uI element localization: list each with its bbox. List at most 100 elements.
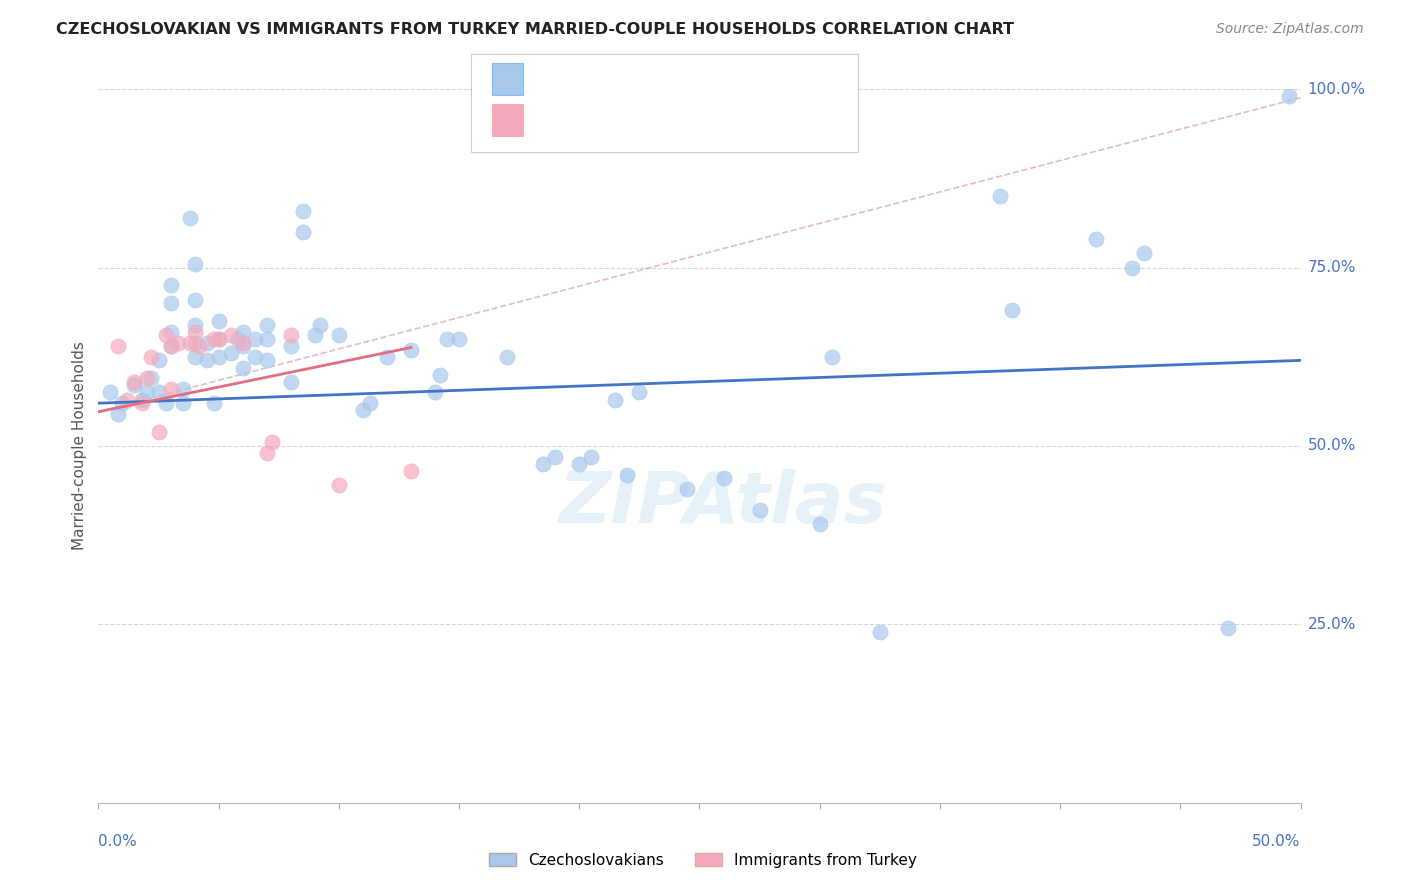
Point (155, 328, 177, 343)
Point (232, 325, 254, 339)
Point (605, 392, 627, 407)
Point (291, 225, 314, 239)
Point (141, 371, 163, 385)
Point (219, 346, 242, 360)
Point (423, 385, 446, 400)
Text: R =: R = (531, 70, 571, 88)
Point (1121, 260, 1143, 275)
Point (226, 332, 249, 346)
Point (183, 335, 205, 350)
Point (1277, 89, 1299, 103)
Point (183, 257, 205, 271)
Point (1218, 621, 1240, 635)
Point (159, 382, 181, 396)
Text: ZIPAtlas: ZIPAtlas (560, 468, 887, 538)
Point (179, 335, 201, 350)
Point (148, 425, 170, 439)
Text: 0.0%: 0.0% (98, 834, 138, 849)
Point (1085, 232, 1108, 246)
Point (135, 371, 157, 385)
Point (256, 446, 278, 460)
Point (124, 378, 146, 392)
Point (131, 396, 153, 410)
Point (352, 403, 374, 417)
Point (429, 368, 451, 382)
Point (208, 314, 231, 328)
Point (141, 350, 163, 364)
Point (256, 353, 278, 368)
Point (243, 350, 266, 364)
Point (375, 350, 398, 364)
Point (1001, 303, 1024, 318)
Point (359, 396, 381, 410)
Point (291, 203, 314, 218)
Point (713, 471, 735, 485)
Point (159, 278, 181, 293)
Point (328, 478, 350, 492)
Point (544, 450, 567, 464)
Point (100, 385, 122, 400)
Point (616, 467, 638, 482)
Point (808, 517, 831, 532)
Point (399, 343, 422, 357)
Point (131, 392, 153, 407)
Point (202, 332, 225, 346)
Legend: Czechoslovakians, Immigrants from Turkey: Czechoslovakians, Immigrants from Turkey (481, 845, 925, 875)
Point (399, 464, 422, 478)
Text: Source: ZipAtlas.com: Source: ZipAtlas.com (1216, 22, 1364, 37)
Point (183, 325, 205, 339)
Point (280, 339, 302, 353)
Text: N =: N = (675, 112, 714, 129)
Point (232, 339, 254, 353)
Point (135, 385, 157, 400)
Point (581, 450, 603, 464)
Text: R =: R = (531, 112, 571, 129)
Point (148, 385, 170, 400)
Point (260, 435, 283, 450)
Point (328, 328, 350, 343)
Point (531, 457, 554, 471)
Point (869, 624, 891, 639)
Point (208, 332, 231, 346)
Point (183, 293, 205, 307)
Point (280, 328, 302, 343)
Point (107, 339, 129, 353)
Text: CZECHOSLOVAKIAN VS IMMIGRANTS FROM TURKEY MARRIED-COUPLE HOUSEHOLDS CORRELATION : CZECHOSLOVAKIAN VS IMMIGRANTS FROM TURKE… (56, 22, 1014, 37)
Text: N =: N = (675, 70, 714, 88)
Point (124, 375, 146, 389)
Point (195, 335, 218, 350)
Point (821, 350, 844, 364)
Text: 50.0%: 50.0% (1253, 834, 1301, 849)
Point (107, 407, 129, 421)
Point (183, 350, 205, 364)
Point (988, 189, 1011, 203)
Point (496, 350, 519, 364)
Point (155, 396, 177, 410)
Text: 25.0%: 25.0% (1308, 617, 1355, 632)
Point (159, 325, 181, 339)
Point (436, 332, 458, 346)
Point (280, 375, 302, 389)
Text: 100.0%: 100.0% (1308, 82, 1365, 96)
Point (219, 328, 242, 343)
Point (188, 339, 211, 353)
Point (159, 296, 181, 310)
Text: 0.084: 0.084 (574, 70, 631, 88)
Text: 50.0%: 50.0% (1308, 439, 1355, 453)
Point (232, 335, 254, 350)
Point (1133, 246, 1156, 260)
Point (208, 350, 231, 364)
Point (628, 385, 651, 400)
Point (148, 353, 170, 368)
Point (159, 339, 181, 353)
Point (179, 211, 201, 225)
Point (208, 332, 231, 346)
Point (159, 339, 181, 353)
Point (202, 396, 225, 410)
Point (304, 328, 326, 343)
Point (748, 503, 770, 517)
Point (117, 392, 139, 407)
Point (195, 353, 218, 368)
Point (256, 318, 278, 332)
Text: 75.0%: 75.0% (1308, 260, 1355, 275)
